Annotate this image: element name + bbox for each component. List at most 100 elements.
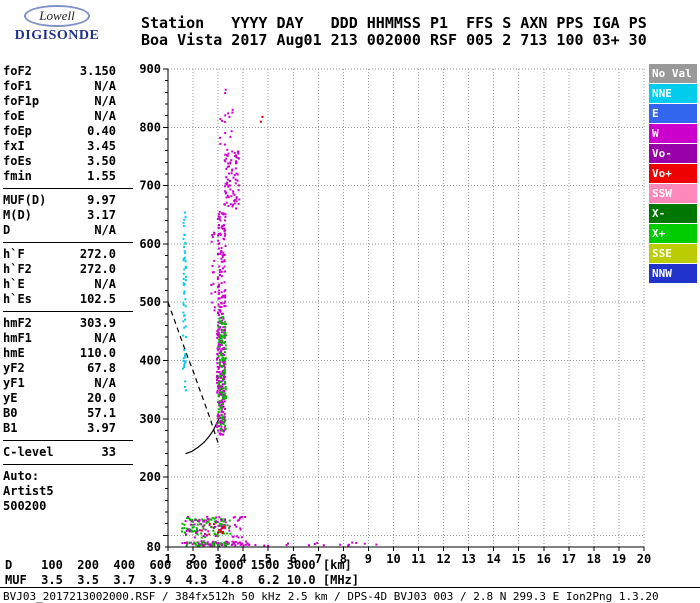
- station-header-values: Boa Vista 2017 Aug01 213 002000 RSF 005 …: [141, 31, 647, 49]
- param-value: 67.8: [87, 361, 116, 375]
- param-value: 3.17: [87, 208, 116, 222]
- param-group: C-level 33: [3, 445, 133, 460]
- param-label: 500200: [3, 499, 47, 513]
- x-tick-label: 17: [562, 552, 576, 566]
- param-row-yf1: yF1 N/A: [3, 376, 116, 391]
- param-group: hmF2 303.9 hmF1 N/A hmE 110.0 yF2 67.8 yF1 N/A yE 2…: [3, 316, 133, 436]
- param-row-clevel: C-level 33: [3, 445, 116, 460]
- param-row-he: h`E N/A: [3, 277, 116, 292]
- param-row-foes: foEs 3.50: [3, 154, 116, 169]
- x-tick-label: 18: [587, 552, 601, 566]
- param-label: foF1: [3, 79, 32, 93]
- param-value: 1.55: [87, 169, 116, 183]
- param-value: 110.0: [79, 346, 116, 360]
- legend-item-ssw: SSW: [649, 184, 697, 203]
- param-label: MUF(D): [3, 193, 47, 207]
- param-value: N/A: [94, 109, 116, 123]
- y-tick-label: 600: [139, 237, 161, 251]
- param-label: fxI: [3, 139, 25, 153]
- param-value: N/A: [94, 79, 116, 93]
- param-label: h`F: [3, 247, 25, 261]
- param-label: B1: [3, 421, 18, 435]
- param-row-foep: foEp 0.40: [3, 124, 116, 139]
- param-value: 102.5: [79, 292, 116, 306]
- param-value: N/A: [94, 376, 116, 390]
- param-label: B0: [3, 406, 18, 420]
- station-header-columns: Station YYYY DAY DDD HHMMSS P1 FFS S AXN…: [141, 14, 647, 32]
- param-label: yF1: [3, 376, 25, 390]
- param-label: h`F2: [3, 262, 32, 276]
- separator-line: [3, 242, 133, 243]
- param-label: foEs: [3, 154, 32, 168]
- param-value: N/A: [94, 331, 116, 345]
- separator-line: [3, 440, 133, 441]
- separator-line: [3, 464, 133, 465]
- param-row-hf2: h`F2 272.0: [3, 262, 116, 277]
- param-value: 272.0: [79, 262, 116, 276]
- x-tick-label: 3: [214, 552, 221, 566]
- param-value: 0.40: [87, 124, 116, 138]
- extrapolated-profile: [167, 301, 220, 447]
- param-label: h`E: [3, 277, 25, 291]
- y-tick-label: 900: [139, 62, 161, 76]
- param-value: 20.0: [87, 391, 116, 405]
- x-tick-label: 10: [386, 552, 400, 566]
- param-label: foEp: [3, 124, 32, 138]
- param-row-artist5: Artist5: [3, 484, 116, 499]
- y-tick-label: 800: [139, 120, 161, 134]
- logo-lowell-text: Lowell: [24, 5, 90, 27]
- param-value: N/A: [94, 277, 116, 291]
- param-value: N/A: [94, 94, 116, 108]
- x-tick-label: 9: [365, 552, 372, 566]
- digisonde-logo: Lowell DIGISONDE: [6, 5, 108, 44]
- param-row-hf: h`F 272.0: [3, 247, 116, 262]
- param-label: hmE: [3, 346, 25, 360]
- param-label: D: [3, 223, 11, 237]
- x-tick-label: 19: [612, 552, 626, 566]
- x-tick-label: 11: [411, 552, 425, 566]
- x-tick-label: 15: [512, 552, 526, 566]
- param-value: N/A: [94, 223, 116, 237]
- x-tick-label: 13: [461, 552, 475, 566]
- param-label: Auto:: [3, 469, 40, 483]
- parameter-panel: foF2 3.150 foF1 N/A foF1p N/A foE N/A foEp 0.40 fx…: [3, 64, 133, 514]
- param-value: 3.50: [87, 154, 116, 168]
- param-row-fof2: foF2 3.150: [3, 64, 116, 79]
- param-row-fof1: foF1 N/A: [3, 79, 116, 94]
- legend-item-w: W: [649, 124, 697, 143]
- x-tick-label: 12: [436, 552, 450, 566]
- param-label: h`Es: [3, 292, 32, 306]
- param-group: h`F 272.0 h`F2 272.0 h`E N/A h`Es 102.5: [3, 247, 133, 307]
- param-label: foE: [3, 109, 25, 123]
- x-tick-label: 14: [486, 552, 500, 566]
- param-group: Auto: Artist5 500200: [3, 469, 133, 514]
- param-label: fmin: [3, 169, 32, 183]
- y-tick-label: 500: [139, 295, 161, 309]
- param-row-fmin: fmin 1.55: [3, 169, 116, 184]
- param-row-mufd: MUF(D) 9.97: [3, 193, 116, 208]
- param-row-500200: 500200: [3, 499, 116, 514]
- param-row-foe: foE N/A: [3, 109, 116, 124]
- legend-item-e: E: [649, 104, 697, 123]
- param-value: 3.45: [87, 139, 116, 153]
- param-value: 33: [101, 445, 116, 459]
- separator-line: [3, 188, 133, 189]
- param-label: hmF2: [3, 316, 32, 330]
- separator-line: [3, 311, 133, 312]
- param-row-hes: h`Es 102.5: [3, 292, 116, 307]
- legend-item-x-: X-: [649, 204, 697, 223]
- legend-item-vo+: Vo+: [649, 164, 697, 183]
- param-row-yf2: yF2 67.8: [3, 361, 116, 376]
- param-label: M(D): [3, 208, 32, 222]
- param-row-d: D N/A: [3, 223, 116, 238]
- param-row-ye: yE 20.0: [3, 391, 116, 406]
- x-tick-label: 6: [290, 552, 297, 566]
- param-label: yF2: [3, 361, 25, 375]
- param-value: 303.9: [79, 316, 116, 330]
- y-tick-label: 200: [139, 470, 161, 484]
- legend-item-noval: No Val: [649, 64, 697, 83]
- x-tick-label: 1: [164, 552, 171, 566]
- x-tick-label: 8: [340, 552, 347, 566]
- param-row-b1: B1 3.97: [3, 421, 116, 436]
